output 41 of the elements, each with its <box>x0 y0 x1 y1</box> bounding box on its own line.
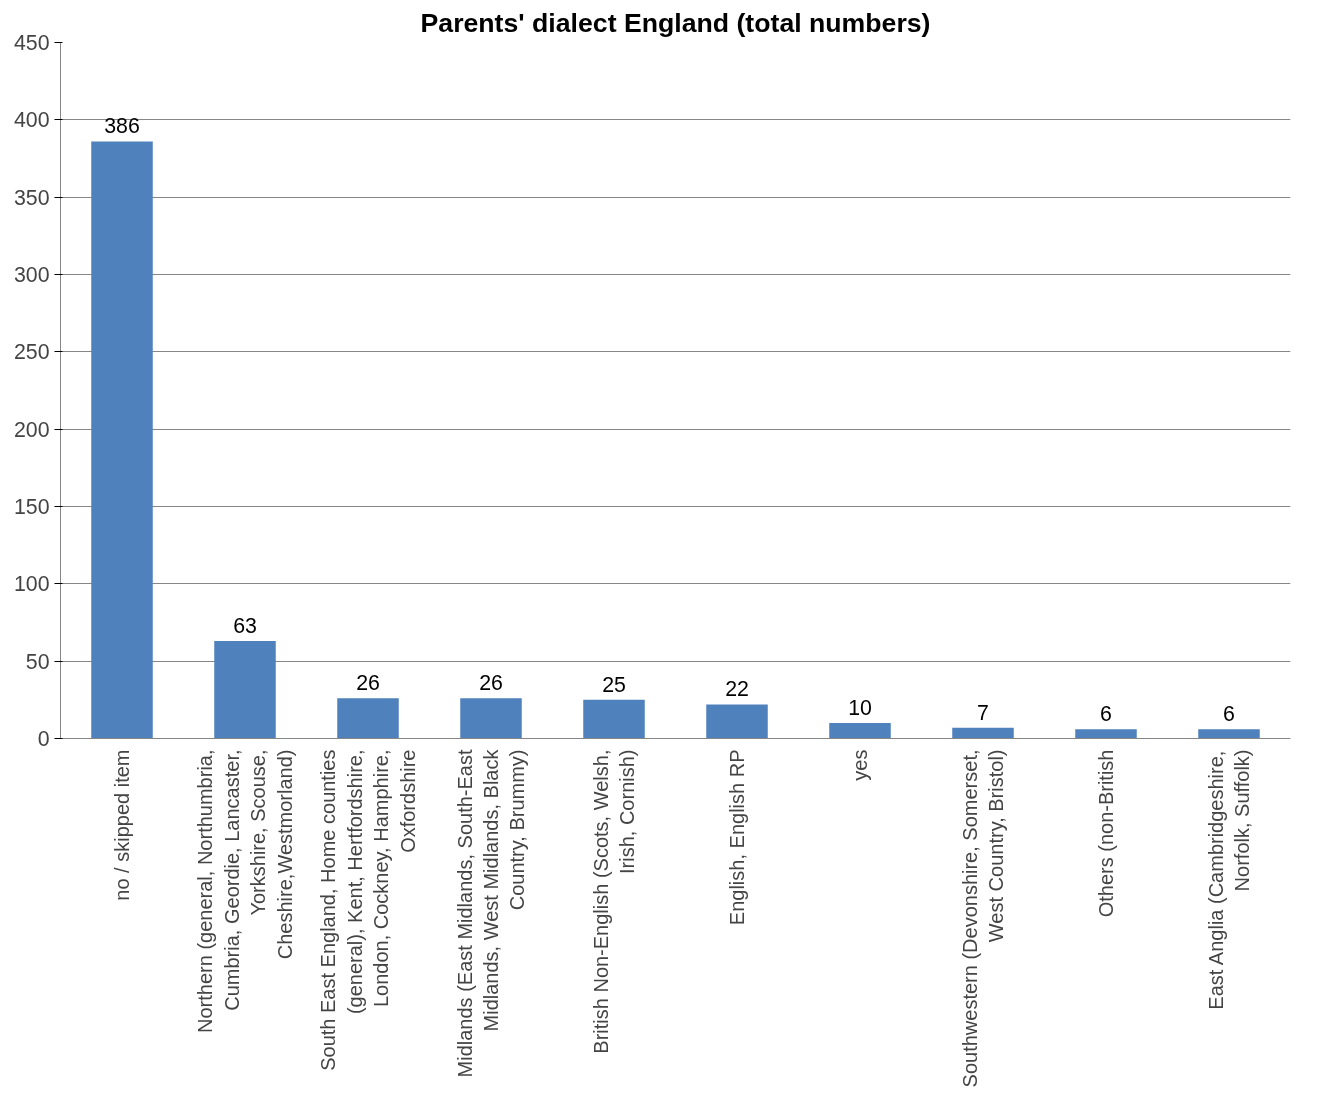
y-tick-label: 300 <box>13 263 50 287</box>
data-label: 63 <box>233 614 257 639</box>
x-tick-label: British Non-English (Scots, Welsh, Irish, Cornish) <box>589 749 639 1054</box>
bar <box>1198 729 1260 739</box>
x-tick-label: Northern (general, Northumbria, Cumbria, Geordie, Lancaster, Yorkshire, Scouse, Cheshire,Westmorland) <box>194 749 296 1033</box>
bar <box>460 698 522 739</box>
data-label: 7 <box>977 700 989 725</box>
x-tick-label: East Anglia (Cambridgeshire, Norfolk, Suffolk) <box>1204 749 1254 1010</box>
data-label: 22 <box>725 677 749 702</box>
x-tick-label: Southwestern (Devonshire, Somerset, West Country, Bristol) <box>958 749 1008 1088</box>
bar <box>1075 729 1137 739</box>
data-label: 26 <box>479 671 503 696</box>
x-tick-label: South East England, Home counties (general), Kent, Hertfordshire, London, Cockney, Hamphire, Oxfordshire <box>317 749 419 1071</box>
data-label: 6 <box>1223 702 1235 727</box>
y-tick-label: 50 <box>25 649 50 674</box>
x-tick-label: Midlands (East Midlands, South-East Midlands, West Midlands, Black Country, Brummy) <box>453 748 529 1078</box>
y-tick-label: 200 <box>13 417 50 442</box>
bar <box>952 727 1014 739</box>
y-tick-label: 250 <box>13 340 50 365</box>
data-label: 25 <box>602 672 626 697</box>
data-label: 26 <box>356 671 380 696</box>
x-tick-label: yes <box>849 749 871 781</box>
y-tick-label: 100 <box>13 572 50 597</box>
data-label: 10 <box>848 696 872 721</box>
bar <box>583 699 645 739</box>
bar <box>706 704 768 739</box>
x-tick-label: English, English RP <box>726 749 748 926</box>
y-tick-label: 0 <box>37 727 50 751</box>
bar <box>829 723 891 739</box>
y-tick-label: 150 <box>13 495 50 519</box>
x-tick-label: no / skipped item <box>111 749 133 901</box>
y-tick-label: 450 <box>13 31 50 55</box>
bar <box>214 641 276 739</box>
bar <box>337 698 399 739</box>
chart-title: Parents' dialect England (total numbers) <box>420 7 931 38</box>
y-tick-label: 350 <box>13 185 50 210</box>
y-tick-label: 400 <box>13 108 50 133</box>
x-tick-label: Others (non-British <box>1095 749 1117 918</box>
bar <box>91 141 153 739</box>
data-label: 6 <box>1100 702 1112 727</box>
data-label: 386 <box>104 114 140 139</box>
